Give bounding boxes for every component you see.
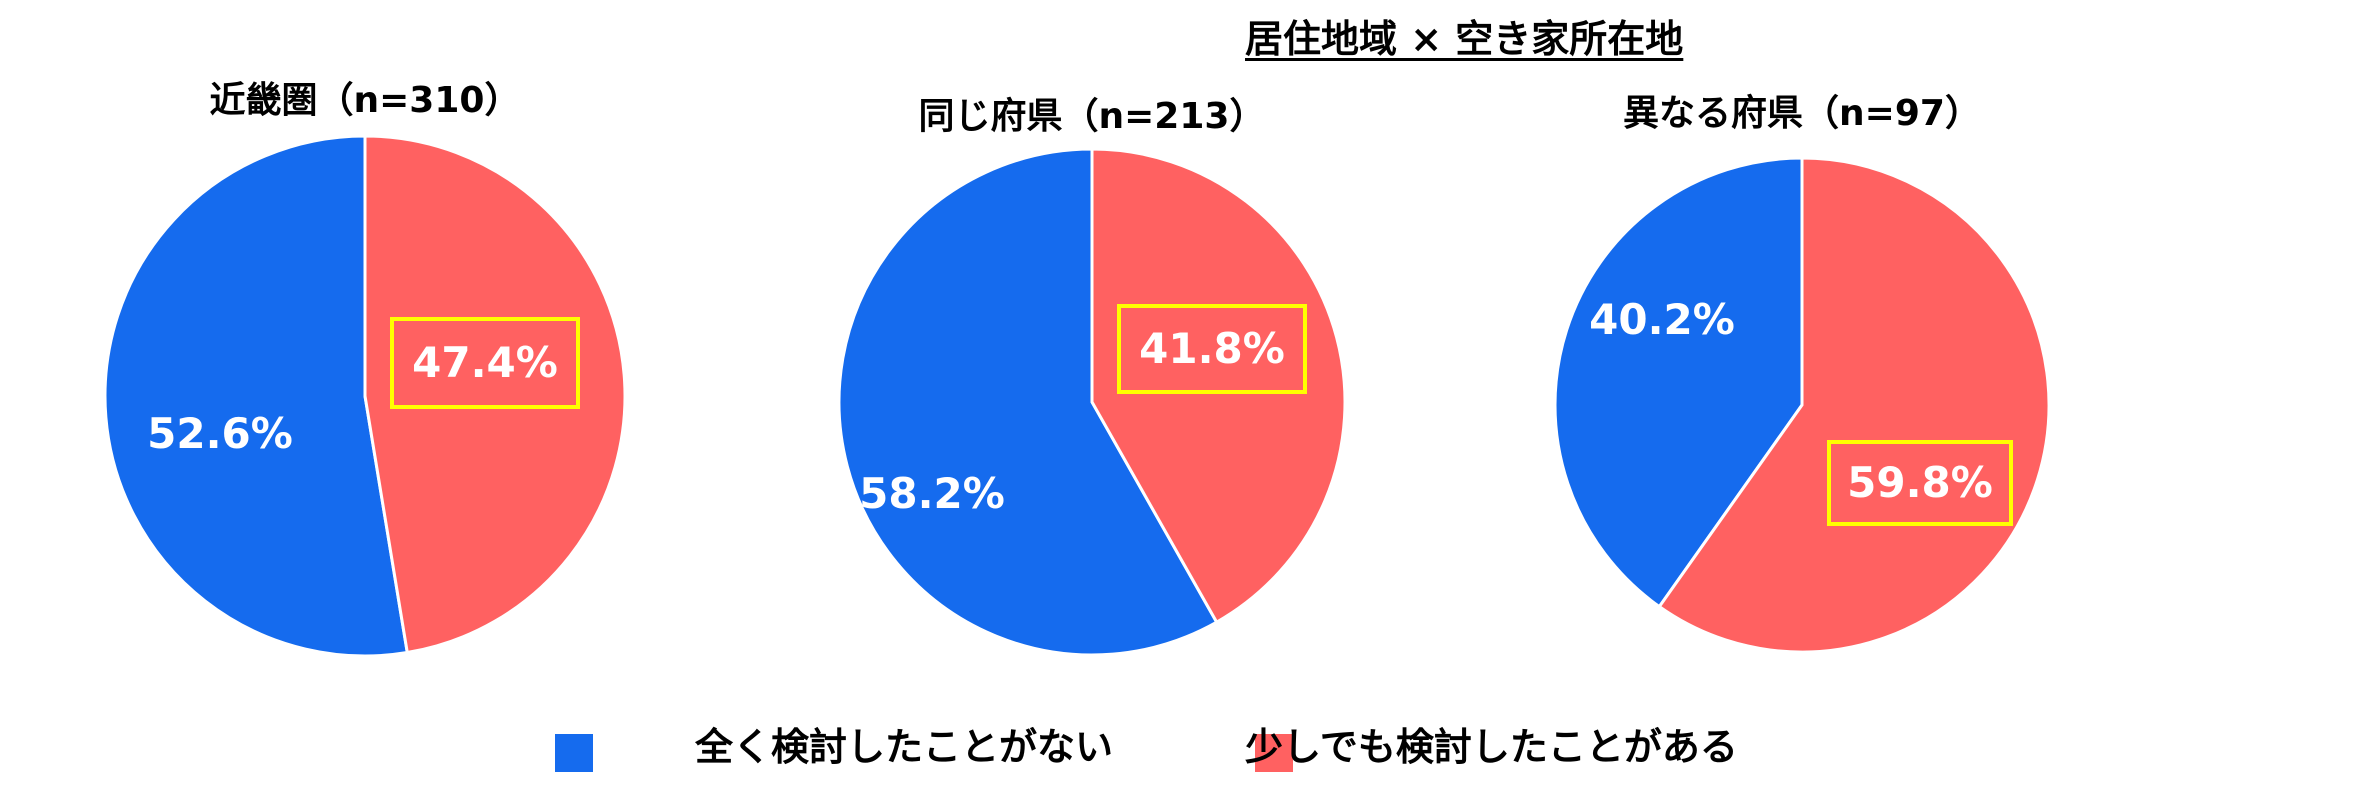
pie-slice-considered bbox=[363, 134, 627, 655]
pie-slice-never bbox=[103, 134, 410, 658]
pie-chart-3: 異なる府県（n=97） 40.2% 59.8% bbox=[1553, 92, 2051, 654]
pie-data-label-never: 52.6% bbox=[147, 409, 293, 458]
pie-chart-1: 近畿圏（n=310） 52.6% 47.4% bbox=[103, 80, 627, 658]
pie-title: 近畿圏（n=310） bbox=[210, 80, 521, 121]
pie-data-label-never: 40.2% bbox=[1589, 295, 1735, 344]
pie-slice-never bbox=[837, 147, 1219, 657]
pie-data-label-never: 58.2% bbox=[859, 469, 1005, 518]
pie-data-label-considered: 41.8% bbox=[1139, 324, 1285, 373]
pie-slice-considered bbox=[1090, 147, 1347, 625]
highlight-box bbox=[1827, 440, 2013, 526]
pie-data-label-considered: 47.4% bbox=[412, 338, 558, 387]
pie-slice-considered bbox=[1657, 156, 2051, 654]
pie-title: 異なる府県（n=97） bbox=[1623, 92, 1981, 134]
highlight-box bbox=[390, 317, 580, 409]
main-title: 居住地域 × 空き家所在地 bbox=[1245, 17, 1684, 61]
pie-slice-never bbox=[1553, 156, 1804, 609]
pie-title: 同じ府県（n=213） bbox=[919, 95, 1266, 137]
pie-data-label-considered: 59.8% bbox=[1847, 458, 1993, 507]
pie-chart-2: 同じ府県（n=213） 58.2% 41.8% bbox=[837, 95, 1347, 657]
highlight-box bbox=[1117, 304, 1307, 394]
